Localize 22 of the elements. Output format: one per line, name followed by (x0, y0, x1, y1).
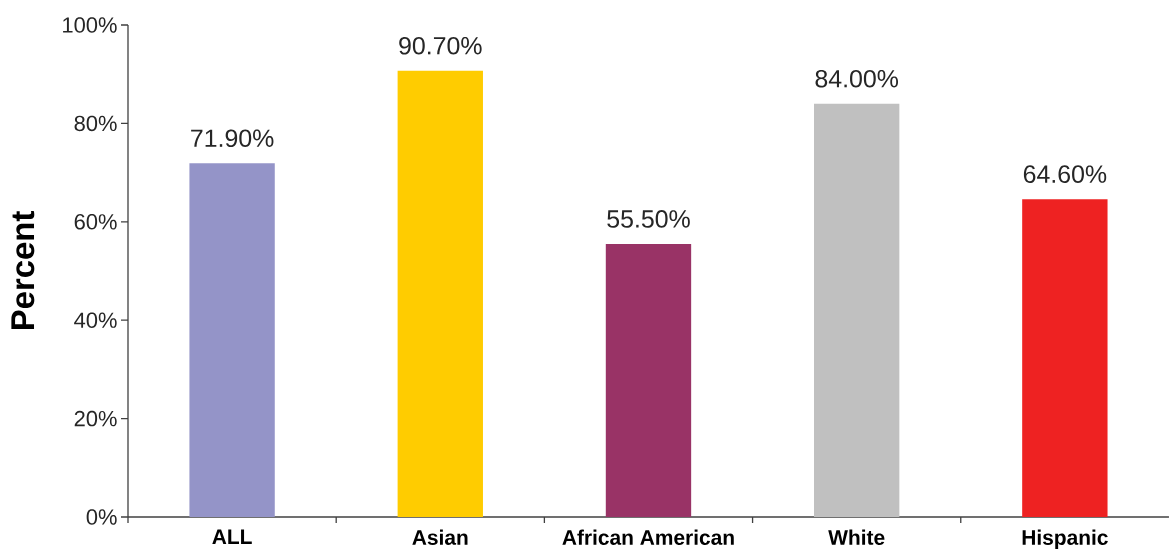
bar (397, 70, 483, 517)
bar (605, 243, 692, 517)
data-label: 84.00% (815, 69, 899, 88)
bar (1022, 199, 1108, 517)
x-tick-label: Asian (412, 529, 468, 545)
y-tick-label: 80% (74, 115, 117, 132)
data-label: 64.60% (1023, 165, 1107, 183)
y-tick-label: 20% (74, 410, 117, 427)
y-tick-label: 100% (63, 17, 117, 33)
x-tick-label: African American (562, 529, 734, 545)
y-tick-label: 40% (74, 312, 117, 328)
x-tick-label: ALL (212, 529, 252, 544)
x-tick-label: Hispanic (1022, 529, 1108, 550)
x-tick-label: White (828, 529, 885, 545)
data-label: 55.50% (607, 210, 690, 228)
y-axis-title: Percent (11, 211, 35, 330)
data-label: 71.90% (191, 129, 274, 148)
data-label: 90.70% (399, 36, 482, 55)
bar (189, 163, 275, 517)
bar (813, 103, 900, 517)
y-tick-label: 60% (74, 214, 117, 230)
y-tick-label: 0% (86, 509, 117, 525)
